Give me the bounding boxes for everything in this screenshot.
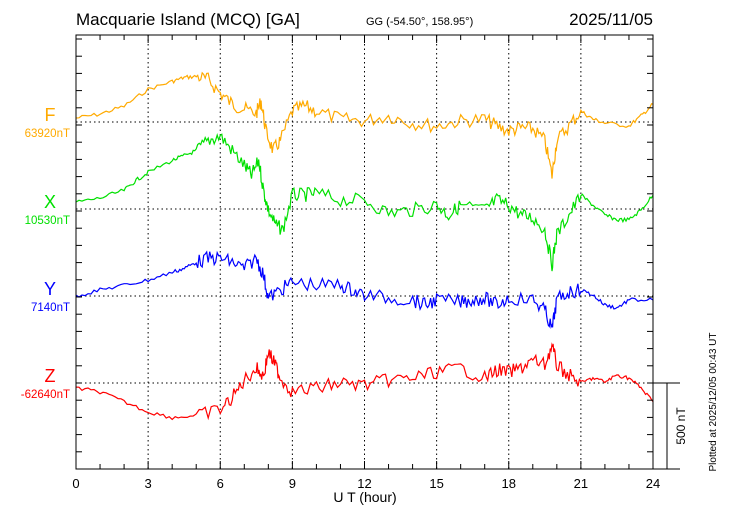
x-tick-labels: 0 3 6 9 12 15 18 21 24: [72, 476, 660, 491]
x-tick-label: 3: [145, 476, 152, 491]
x-tick-label: 12: [357, 476, 371, 491]
series-group: [75, 71, 654, 421]
series-line-z: [75, 342, 654, 421]
x-tick-label: 6: [217, 476, 224, 491]
series-line-y: [75, 250, 654, 329]
x-tick-label: 15: [429, 476, 443, 491]
series-labels: F 63920nT X 10530nT Y 7140nT Z -62640nT: [21, 105, 70, 401]
x-tick-label: 0: [72, 476, 79, 491]
x-tick-label: 24: [646, 476, 660, 491]
scale-bar-label: 500 nT: [674, 407, 688, 445]
x-axis-label: U T (hour): [333, 489, 396, 505]
series-name-y: Y: [44, 279, 56, 299]
series-line-f: [75, 71, 654, 179]
series-baseline-z: -62640nT: [21, 389, 70, 401]
chart-date: 2025/11/05: [569, 10, 653, 29]
grid: [76, 35, 653, 469]
series-baseline-y: 7140nT: [31, 302, 70, 314]
series-baseline-f: 63920nT: [25, 128, 70, 140]
chart-title: Macquarie Island (MCQ) [GA]: [76, 10, 300, 29]
x-tick-label: 9: [289, 476, 296, 491]
x-tick-label: 21: [574, 476, 588, 491]
plotted-timestamp: Plotted at 2025/12/05 00:43 UT: [708, 333, 719, 472]
station-coords: GG (-54.50°, 158.95°): [366, 16, 473, 28]
x-tick-label: 18: [502, 476, 516, 491]
series-name-z: Z: [45, 366, 56, 386]
series-name-f: F: [45, 105, 56, 125]
series-baseline-x: 10530nT: [25, 215, 70, 227]
series-name-x: X: [44, 192, 56, 212]
ticks: [75, 35, 654, 470]
series-line-x: [75, 133, 654, 272]
